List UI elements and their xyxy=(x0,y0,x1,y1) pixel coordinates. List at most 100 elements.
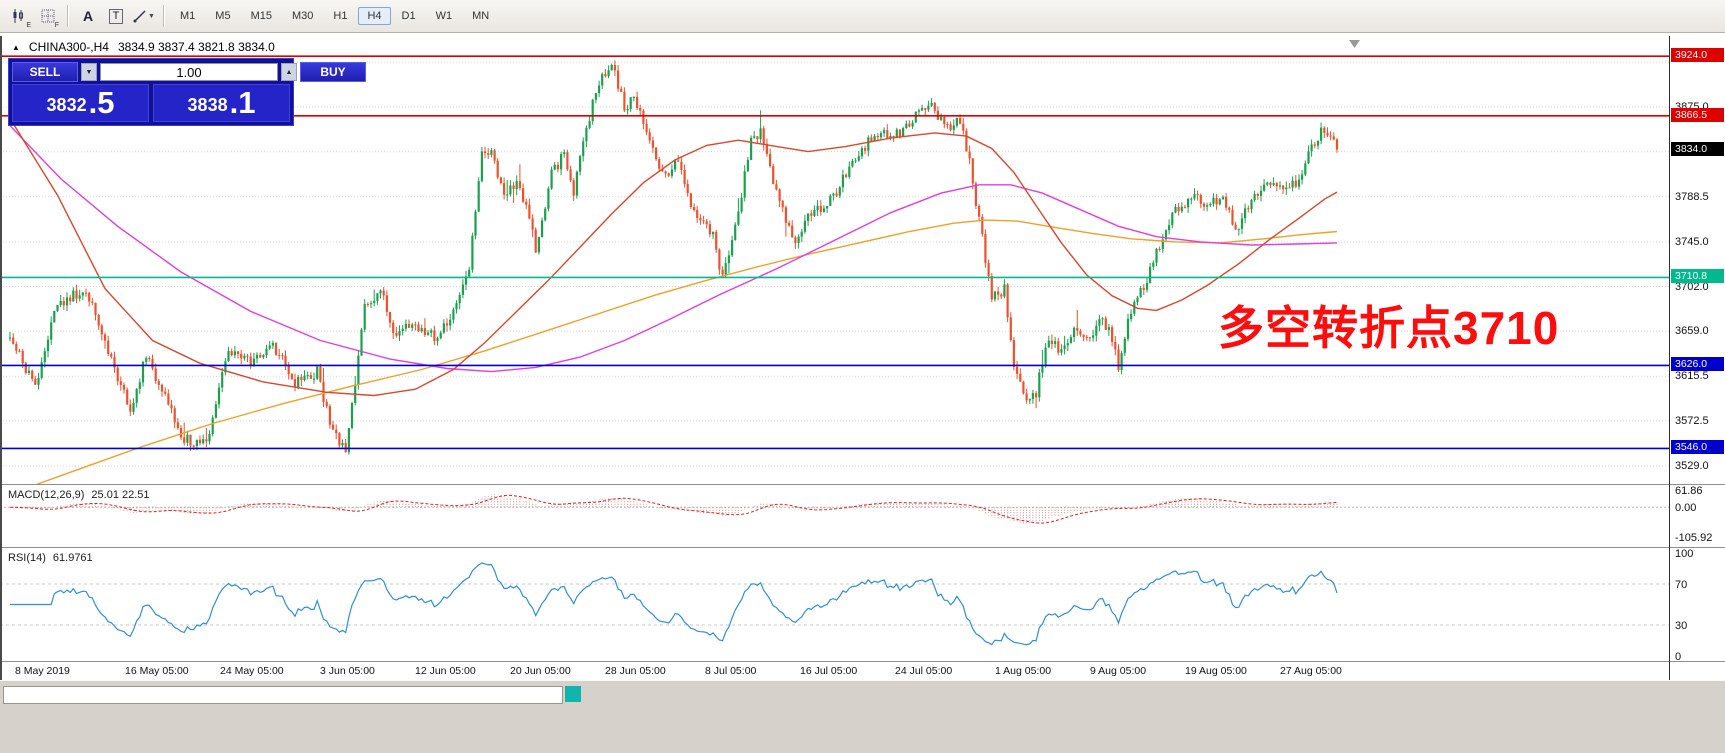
text-tool-icon[interactable]: A xyxy=(82,8,94,24)
axis-label: 3615.5 xyxy=(1675,370,1709,383)
price-tag: 3546.0 xyxy=(1671,440,1724,455)
tf-button-h1[interactable]: H1 xyxy=(324,7,356,25)
axis-label: 0 xyxy=(1675,650,1682,661)
macd-label: MACD(12,26,9) 25.01 22.51 xyxy=(8,489,150,501)
candles-glyph xyxy=(13,9,23,23)
status-bar xyxy=(0,680,1725,753)
sell-price-display[interactable]: 3832 .5 xyxy=(12,84,149,122)
collapse-triangle-icon[interactable]: ▲ xyxy=(12,43,20,52)
chart-ohlc-values: 3834.9 3837.4 3821.8 3834.0 xyxy=(117,40,275,54)
toolbar: E F A T ▼ M1 M5 M15 M30 H1 H4 D1 xyxy=(0,0,1725,33)
time-axis-label: 20 Jun 05:00 xyxy=(510,665,571,677)
main-chart-canvas[interactable] xyxy=(0,36,1669,484)
dropdown-arrow-icon: ▼ xyxy=(148,12,155,20)
tf-button-m30[interactable]: M30 xyxy=(283,7,322,25)
panel-divider xyxy=(0,547,1725,548)
axis-label: 0.00 xyxy=(1675,502,1697,515)
rsi-axis[interactable]: 100 70 30 0 xyxy=(1670,548,1725,661)
tf-button-d1[interactable]: D1 xyxy=(393,7,425,25)
axis-label: 3702.0 xyxy=(1675,280,1709,293)
buy-price-frac: .1 xyxy=(229,85,256,120)
buy-price-display[interactable]: 3838 .1 xyxy=(153,84,290,122)
tf-button-m15[interactable]: M15 xyxy=(242,7,281,25)
textbox-tool-icon[interactable]: T xyxy=(103,3,129,29)
axis-label: 3659.0 xyxy=(1675,325,1709,338)
time-axis-label: 19 Aug 05:00 xyxy=(1185,665,1247,677)
time-axis-label: 8 May 2019 xyxy=(15,665,70,677)
trendline-glyph xyxy=(133,10,146,23)
axis-label: 100 xyxy=(1675,548,1694,561)
time-axis-label: 3 Jun 05:00 xyxy=(320,665,375,677)
price-tag: 3924.0 xyxy=(1671,48,1724,63)
status-message-area xyxy=(3,686,563,704)
rsi-line xyxy=(10,562,1338,646)
time-axis-label: 16 May 05:00 xyxy=(125,665,189,677)
axis-label: 30 xyxy=(1675,620,1688,633)
status-accent-block xyxy=(565,686,581,702)
buy-button[interactable]: BUY xyxy=(300,62,366,82)
chart-title: ▲ CHINA300-,H4 3834.9 3837.4 3821.8 3834… xyxy=(12,40,275,54)
chart-left-border xyxy=(0,36,2,680)
ma-fast-red xyxy=(9,118,1338,397)
axis-label: 3745.0 xyxy=(1675,235,1709,248)
axis-label: 3788.5 xyxy=(1675,190,1709,203)
ma-slow-magenta xyxy=(9,125,1338,373)
macd-canvas[interactable] xyxy=(0,485,1669,547)
price-tag: 3710.8 xyxy=(1671,269,1724,284)
price-tag: 3866.5 xyxy=(1671,107,1724,122)
rsi-label: RSI(14) 61.9761 xyxy=(8,552,93,564)
toolbar-separator xyxy=(67,5,69,27)
ma-long-orange xyxy=(35,219,1338,484)
time-axis-label: 16 Jul 05:00 xyxy=(800,665,858,677)
sell-price-main: 3832 xyxy=(46,95,87,115)
macd-name: MACD(12,26,9) xyxy=(8,489,85,501)
chart-symbol-period: CHINA300-,H4 xyxy=(28,40,109,54)
candles-tool-icon[interactable]: E xyxy=(7,3,33,29)
axis-label: 3529.0 xyxy=(1675,460,1709,472)
time-axis-label: 9 Aug 05:00 xyxy=(1090,665,1147,677)
chart-window: ▲ CHINA300-,H4 3834.9 3837.4 3821.8 3834… xyxy=(0,34,1725,680)
time-axis-label: 1 Aug 05:00 xyxy=(995,665,1052,677)
volume-input[interactable] xyxy=(100,63,278,81)
buy-price-main: 3838 xyxy=(187,95,228,115)
chart-annotation-text: 多空转折点3710 xyxy=(1218,302,1560,354)
rsi-name: RSI(14) xyxy=(8,552,46,564)
price-tag: 3626.0 xyxy=(1671,357,1724,372)
tf-button-m1[interactable]: M1 xyxy=(171,7,204,25)
rsi-value: 61.9761 xyxy=(52,552,93,564)
tf-button-mn[interactable]: MN xyxy=(463,7,498,25)
axis-label: 61.86 xyxy=(1675,485,1703,497)
price-axis[interactable]: 3875.03788.53745.03702.03659.03615.53572… xyxy=(1670,36,1725,484)
one-click-trade-panel: SELL ▼ ▲ BUY 3832 .5 3838 .1 xyxy=(8,58,366,126)
draw-tool-icon[interactable]: ▼ xyxy=(131,3,157,29)
tf-button-m5[interactable]: M5 xyxy=(206,7,239,25)
panel-divider xyxy=(0,661,1725,662)
panel-divider xyxy=(0,484,1725,485)
axis-label: 70 xyxy=(1675,578,1688,591)
volume-decrease-button[interactable]: ▼ xyxy=(81,63,97,81)
time-axis[interactable]: 8 May 2019 16 May 05:00 24 May 05:00 3 Jun … xyxy=(0,662,1669,680)
tf-button-h4[interactable]: H4 xyxy=(358,7,391,25)
volume-increase-button[interactable]: ▲ xyxy=(281,63,297,81)
macd-axis[interactable]: 61.86 0.00 -105.92 xyxy=(1670,485,1725,547)
time-axis-label: 28 Jun 05:00 xyxy=(605,665,666,677)
macd-signal-line xyxy=(9,494,1338,524)
icon-badge-f: F xyxy=(54,22,59,29)
axis-label: 3572.5 xyxy=(1675,414,1709,427)
price-axis-divider xyxy=(1669,36,1670,680)
tf-button-w1[interactable]: W1 xyxy=(427,7,462,25)
chart-shift-marker xyxy=(1349,40,1360,48)
time-axis-label: 24 Jul 05:00 xyxy=(895,665,953,677)
grid-tool-icon[interactable]: F xyxy=(35,3,61,29)
time-axis-label: 8 Jul 05:00 xyxy=(705,665,757,677)
macd-values: 25.01 22.51 xyxy=(91,489,150,501)
axis-label: -105.92 xyxy=(1675,532,1713,545)
grid-glyph xyxy=(41,9,54,22)
price-tag: 3834.0 xyxy=(1671,141,1724,156)
rsi-canvas[interactable] xyxy=(0,548,1669,661)
toolbar-separator xyxy=(163,5,165,27)
sell-button[interactable]: SELL xyxy=(12,62,78,82)
time-axis-label: 12 Jun 05:00 xyxy=(415,665,476,677)
sell-price-frac: .5 xyxy=(88,85,115,120)
